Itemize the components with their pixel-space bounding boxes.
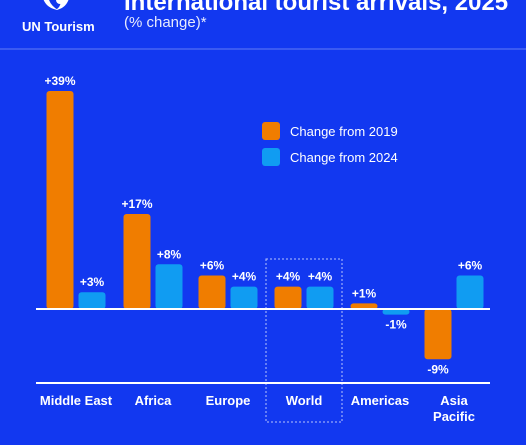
chart-subtitle: (% change)*	[124, 14, 207, 31]
bar-asia-pacific-series-1	[424, 309, 452, 360]
bar-europe-series-2	[230, 286, 258, 309]
bar-africa-series-1	[123, 213, 151, 309]
data-label: +1%	[352, 286, 377, 300]
legend-label-2024: Change from 2024	[290, 150, 398, 165]
category-label: Middle East	[40, 393, 113, 408]
category-label: Europe	[206, 393, 251, 408]
bar-europe-series-1	[198, 275, 226, 309]
bars-group	[46, 91, 484, 360]
brand-name: UN Tourism	[22, 19, 95, 34]
bar-world-series-1	[274, 286, 302, 309]
bar-asia-pacific-series-2	[456, 275, 484, 309]
bar-americas-series-1	[350, 303, 378, 309]
category-labels-group: Middle East Africa Europe World Americas Asia…	[40, 393, 475, 424]
category-label: Africa	[135, 393, 173, 408]
world-highlight-box	[265, 258, 343, 423]
data-label: -9%	[427, 362, 449, 376]
data-label: +4%	[276, 270, 301, 284]
data-label: -1%	[385, 318, 407, 332]
data-label: +8%	[157, 247, 182, 261]
data-label: +4%	[232, 270, 257, 284]
bar-middle-east-series-1	[46, 91, 74, 309]
data-label: +4%	[308, 270, 333, 284]
data-label: +6%	[200, 258, 225, 272]
bar-middle-east-series-2	[78, 292, 106, 309]
legend-label-2019: Change from 2019	[290, 124, 398, 139]
un-tourism-logo-icon	[43, 0, 69, 10]
legend: Change from 2019 Change from 2024	[262, 122, 398, 166]
data-label: +6%	[458, 258, 483, 272]
data-label: +17%	[121, 197, 152, 211]
legend-swatch-2019	[262, 122, 280, 140]
bar-africa-series-2	[155, 264, 183, 309]
category-label: World	[286, 393, 323, 408]
bar-world-series-2	[306, 286, 334, 309]
bar-americas-series-2	[382, 309, 410, 315]
category-label: Asia	[440, 393, 468, 408]
chart-title: International tourist arrivals, 2025	[124, 0, 508, 16]
data-label: +39%	[44, 74, 75, 88]
category-label: Americas	[351, 393, 410, 408]
legend-swatch-2024	[262, 148, 280, 166]
data-labels-group: +39% +3% +17% +8% +6% +4% +4% +4% +1% -1% -9% +6%	[44, 74, 482, 376]
category-label: Pacific	[433, 409, 475, 424]
data-label: +3%	[80, 275, 105, 289]
